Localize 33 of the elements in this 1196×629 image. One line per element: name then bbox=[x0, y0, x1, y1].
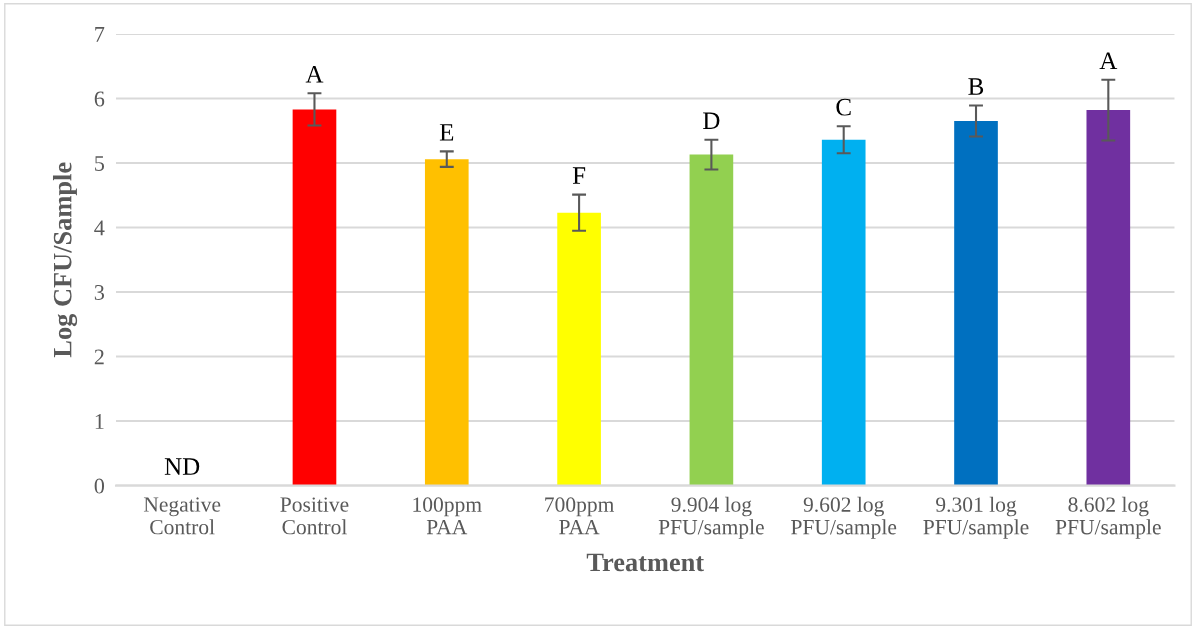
bar bbox=[557, 212, 601, 486]
y-tick-label: 2 bbox=[94, 349, 104, 365]
bar bbox=[292, 109, 337, 486]
y-tick-label: 4 bbox=[94, 220, 105, 236]
x-tick-label: 9.904 log PFU/sample bbox=[658, 496, 764, 539]
x-tick-label: 8.602 log PFU/sample bbox=[1055, 496, 1161, 539]
annotation: A bbox=[305, 65, 324, 83]
x-axis-title: Treatment bbox=[586, 553, 704, 572]
y-axis-title: Log CFU/Sample bbox=[52, 162, 78, 358]
y-tick-label: 1 bbox=[95, 414, 104, 429]
y-tick-label: 5 bbox=[95, 156, 105, 171]
x-tick-label: Negative Control bbox=[143, 497, 221, 535]
x-tick-label: Positive Control bbox=[280, 497, 349, 535]
annotation: A bbox=[1099, 52, 1118, 69]
y-tick-label: 7 bbox=[95, 27, 105, 42]
bar bbox=[821, 139, 866, 486]
x-tick-label: 9.301 log PFU/sample bbox=[923, 496, 1029, 539]
annotation: E bbox=[439, 124, 454, 141]
annotation: B bbox=[968, 78, 984, 95]
y-tick-label: 6 bbox=[94, 91, 105, 107]
annotation: ND bbox=[164, 458, 200, 475]
bar bbox=[424, 159, 469, 486]
annotation: F bbox=[572, 167, 586, 184]
bar bbox=[689, 154, 734, 486]
x-tick-label: 9.602 log PFU/sample bbox=[791, 496, 897, 539]
annotation: C bbox=[836, 98, 851, 116]
y-tick-label: 3 bbox=[94, 285, 105, 300]
bar bbox=[1086, 110, 1131, 486]
x-tick-label: 700ppm PAA bbox=[545, 497, 615, 535]
bar bbox=[954, 121, 998, 486]
y-tick-label: 0 bbox=[94, 478, 105, 494]
annotation: D bbox=[703, 112, 720, 129]
x-tick-label: 100ppm PAA bbox=[413, 497, 482, 535]
